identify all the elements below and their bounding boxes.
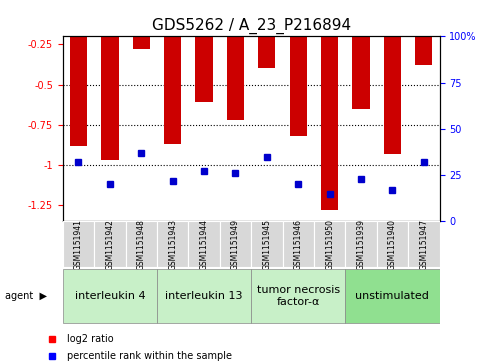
Bar	[157, 269, 251, 323]
Bar	[126, 221, 157, 267]
Text: GSM1151943: GSM1151943	[168, 219, 177, 270]
Text: GSM1151950: GSM1151950	[325, 219, 334, 270]
Bar	[251, 221, 283, 267]
Bar	[283, 221, 314, 267]
Text: GSM1151941: GSM1151941	[74, 219, 83, 270]
Text: interleukin 4: interleukin 4	[74, 291, 145, 301]
Bar	[94, 221, 126, 267]
Bar	[164, 4, 181, 144]
Bar	[314, 221, 345, 267]
Bar	[384, 4, 401, 154]
Text: percentile rank within the sample: percentile rank within the sample	[67, 351, 232, 361]
Text: GSM1151949: GSM1151949	[231, 219, 240, 270]
Bar	[408, 221, 440, 267]
Title: GDS5262 / A_23_P216894: GDS5262 / A_23_P216894	[152, 17, 351, 33]
Text: GSM1151948: GSM1151948	[137, 219, 146, 270]
Text: log2 ratio: log2 ratio	[67, 334, 114, 344]
Bar	[345, 269, 440, 323]
Bar	[188, 221, 220, 267]
Bar	[227, 4, 244, 120]
Bar	[63, 221, 94, 267]
Bar	[220, 221, 251, 267]
Text: GSM1151939: GSM1151939	[356, 219, 366, 270]
Bar	[258, 4, 275, 69]
Bar	[251, 269, 345, 323]
Bar	[290, 4, 307, 136]
Bar	[196, 4, 213, 102]
Bar	[345, 221, 377, 267]
Bar	[321, 4, 338, 210]
Bar	[415, 4, 432, 65]
Bar	[70, 4, 87, 146]
Text: tumor necrosis
factor-α: tumor necrosis factor-α	[256, 285, 340, 307]
Text: GSM1151945: GSM1151945	[262, 219, 271, 270]
Text: agent  ▶: agent ▶	[5, 291, 47, 301]
Text: unstimulated: unstimulated	[355, 291, 429, 301]
Bar	[133, 4, 150, 49]
Text: GSM1151944: GSM1151944	[199, 219, 209, 270]
Text: GSM1151940: GSM1151940	[388, 219, 397, 270]
Bar	[101, 4, 118, 160]
Text: GSM1151946: GSM1151946	[294, 219, 303, 270]
Bar	[63, 269, 157, 323]
Bar	[157, 221, 188, 267]
Bar	[377, 221, 408, 267]
Text: GSM1151942: GSM1151942	[105, 219, 114, 270]
Text: GSM1151947: GSM1151947	[419, 219, 428, 270]
Bar	[353, 4, 369, 109]
Text: interleukin 13: interleukin 13	[165, 291, 243, 301]
